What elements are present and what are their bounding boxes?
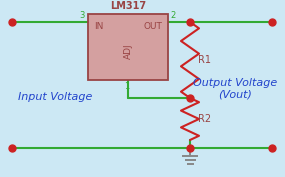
Text: OUT: OUT bbox=[143, 22, 162, 31]
Text: IN: IN bbox=[94, 22, 103, 31]
Text: ADJ: ADJ bbox=[123, 43, 133, 59]
Text: Input Voltage: Input Voltage bbox=[18, 92, 92, 102]
Text: R2: R2 bbox=[198, 114, 211, 124]
Text: R1: R1 bbox=[198, 55, 211, 65]
Text: LM317: LM317 bbox=[110, 1, 146, 11]
Text: 2: 2 bbox=[170, 11, 175, 20]
Bar bbox=[88, 14, 168, 80]
Text: 3: 3 bbox=[80, 11, 85, 20]
Text: Output Voltage
(Vout): Output Voltage (Vout) bbox=[193, 78, 277, 99]
Text: 1: 1 bbox=[124, 82, 130, 91]
